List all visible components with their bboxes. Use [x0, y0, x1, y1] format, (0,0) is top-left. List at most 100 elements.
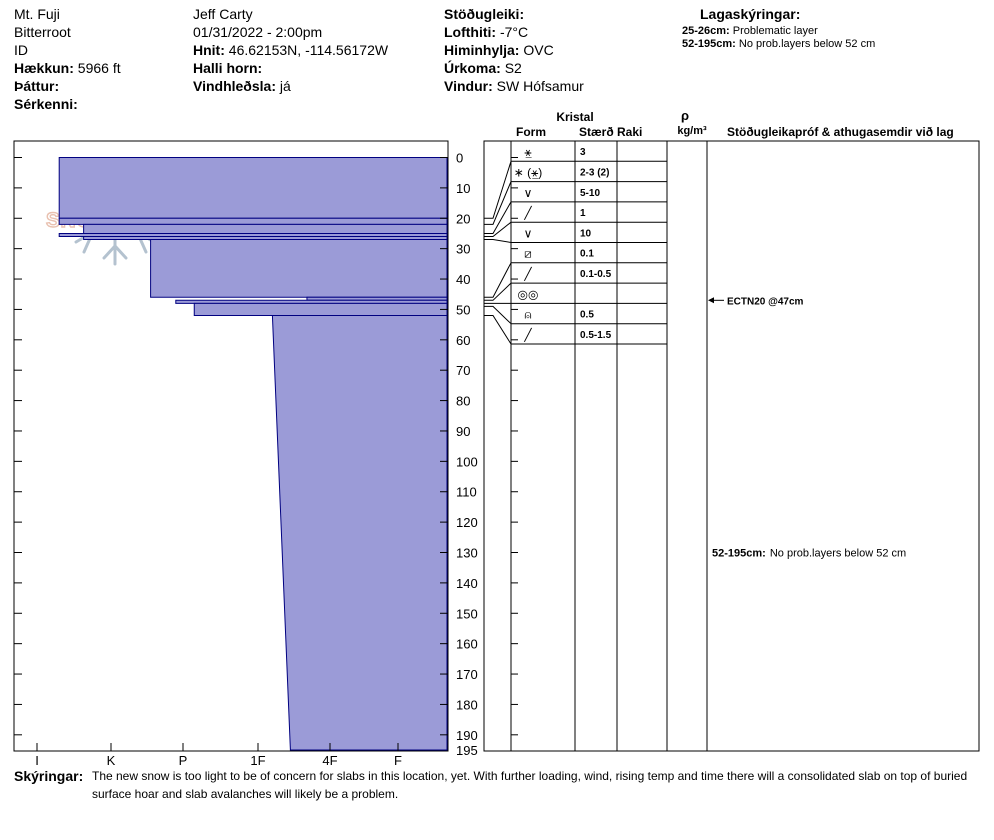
depth-tick-label: 60 [456, 333, 470, 348]
layer-connector [484, 201, 512, 234]
stability-tests: ECTN20 @47cm [708, 296, 804, 307]
crystal-size: 3 [580, 147, 586, 158]
crystal-form-icon: ╱ [523, 266, 532, 281]
depth-tick-label: 160 [456, 637, 478, 652]
wind-label: Vindur: [444, 78, 493, 94]
elevation: Hækkun: 5966 ft [14, 60, 121, 76]
legend-title: Lagaskýringar: [700, 6, 801, 22]
wind: Vindur: SW Hófsamur [444, 78, 584, 94]
coordinates-value: 46.62153N, -114.56172W [228, 42, 389, 58]
stability-label: Stöðugleiki: [444, 6, 525, 22]
notes-label: Skýringar: [14, 768, 84, 784]
layer-connector [484, 305, 512, 325]
observation-datetime: 01/31/2022 - 2:00pm [193, 24, 323, 40]
air-temp-label: Lofthiti: [444, 24, 497, 40]
sky-label: Himinhylja: [444, 42, 520, 58]
depth-tick-label: 90 [456, 424, 470, 439]
hardness-tick-label: F [394, 753, 402, 768]
legend-item-text: No prob.layers below 52 cm [738, 38, 876, 50]
depth-tick-label: 10 [456, 181, 470, 196]
layer-comment-text: No prob.layers below 52 cm [770, 548, 906, 560]
snow-layer [193, 302, 448, 317]
layer-table: Kristal Form Stærð Raki ρ kg/m³ Stöðugle… [483, 108, 980, 752]
depth-tick-label: 190 [456, 728, 478, 743]
depth-tick-label: 80 [456, 394, 470, 409]
hardness-panel-frame [13, 140, 449, 752]
hardness-tick-label: 4F [322, 753, 337, 768]
coordinates: Hnit: 46.62153N, -114.56172W [193, 42, 388, 58]
crystal-form-icon: ∗ (⚹̲) [514, 165, 543, 179]
hardness-tick-label: 1F [250, 753, 265, 768]
density-unit: kg/m³ [677, 125, 707, 137]
crystal-size: 10 [580, 228, 592, 239]
layer-connector [484, 181, 512, 225]
depth-tick-label: 0 [456, 151, 463, 166]
crystal-size: 1 [580, 208, 586, 219]
size-header: Stærð [579, 125, 614, 139]
moisture-header: Raki [617, 125, 642, 139]
crystal-form-icon: ◎◎ [518, 287, 539, 301]
wind-loading: Vindhleðsla: já [193, 78, 291, 94]
layer-connector [484, 221, 512, 238]
wind-loading-value: já [279, 78, 291, 94]
crystal-form-icon: ⚹̲ [524, 145, 531, 159]
crystal-header: Kristal [556, 110, 593, 124]
tests-header: Stöðugleikapróf & athugasemdir við lag [727, 125, 954, 139]
table-depth-ticks [511, 157, 518, 736]
form-header: Form [516, 125, 546, 139]
wind-value: SW Hófsamur [496, 78, 584, 94]
depth-tick-label: 170 [456, 667, 478, 682]
crystal-size: 0.5 [580, 310, 594, 321]
hardness-axis: I K P 1F 4F F [35, 743, 402, 768]
snow-layer [271, 315, 448, 751]
depth-tick-label: 20 [456, 211, 470, 226]
snow-layer [58, 217, 448, 225]
location-name: Mt. Fuji [14, 6, 60, 22]
layer-connector [484, 161, 512, 219]
coordinates-label: Hnit: [193, 42, 225, 58]
depth-tick-label: 40 [456, 272, 470, 287]
snow-layer [150, 239, 448, 298]
layer-connector [484, 282, 512, 301]
notes-line-2: surface hoar and slab avalanches will li… [92, 787, 399, 801]
legend-item: 52-195cm: No prob.layers below 52 cm [682, 38, 875, 51]
depth-axis: 0 10 20 30 40 50 60 70 80 90 100 110 120 130 140 150 160… [14, 151, 478, 758]
elevation-value: 5966 ft [77, 60, 121, 76]
layer-comment: 52-195cm: No prob.layers below 52 cm [712, 548, 906, 560]
layer-connectors [484, 161, 512, 345]
snow-layer [83, 223, 448, 234]
sky-cover: Himinhylja: OVC [444, 42, 554, 58]
hardness-tick-label: P [179, 753, 188, 768]
legend-item-range: 52-195cm: [682, 38, 736, 50]
depth-tick-label: 100 [456, 454, 478, 469]
crystal-size: 0.1-0.5 [580, 269, 612, 280]
depth-tick-label: 70 [456, 363, 470, 378]
depth-tick-label: 180 [456, 697, 478, 712]
crystal-form-icon: ∨ [524, 186, 533, 200]
air-temperature: Lofthiti: -7°C [444, 24, 528, 40]
layer-comments: 52-195cm: No prob.layers below 52 cm [712, 548, 906, 560]
crystal-rows: ⚹̲ 3 ∗ (⚹̲) 2-3 (2) ∨ 5-10 ╱ 1 ∨ 10 ⧄ 0.1 ╱ 0.1-0.5 ◎◎… [511, 145, 667, 345]
aspect-label: Þáttur: [14, 78, 60, 94]
layer-connector [484, 239, 512, 243]
layer-comment-range: 52-195cm: [712, 548, 766, 560]
depth-tick-label: 130 [456, 546, 478, 561]
depth-tick-label: 110 [456, 485, 477, 500]
depth-tick-label: 195 [456, 743, 478, 758]
precip-value: S2 [504, 60, 522, 76]
legend-item-text: Problematic layer [732, 25, 818, 37]
depth-tick-label: 30 [456, 242, 470, 257]
crystal-size: 5-10 [580, 188, 600, 199]
precipitation: Úrkoma: S2 [444, 60, 522, 76]
crystal-form-icon: ⧄ [524, 247, 532, 261]
snow-layer [58, 157, 448, 219]
crystal-form-icon: ∨ [524, 226, 533, 240]
specifics-label: Sérkenni: [14, 96, 78, 112]
slope-angle-label: Halli horn: [193, 60, 263, 76]
hardness-layers [58, 157, 448, 751]
test-arrow-head [708, 297, 714, 304]
density-symbol: ρ [681, 108, 689, 123]
crystal-size: 0.5-1.5 [580, 330, 612, 341]
notes-line-1: The new snow is too light to be of conce… [92, 769, 968, 783]
